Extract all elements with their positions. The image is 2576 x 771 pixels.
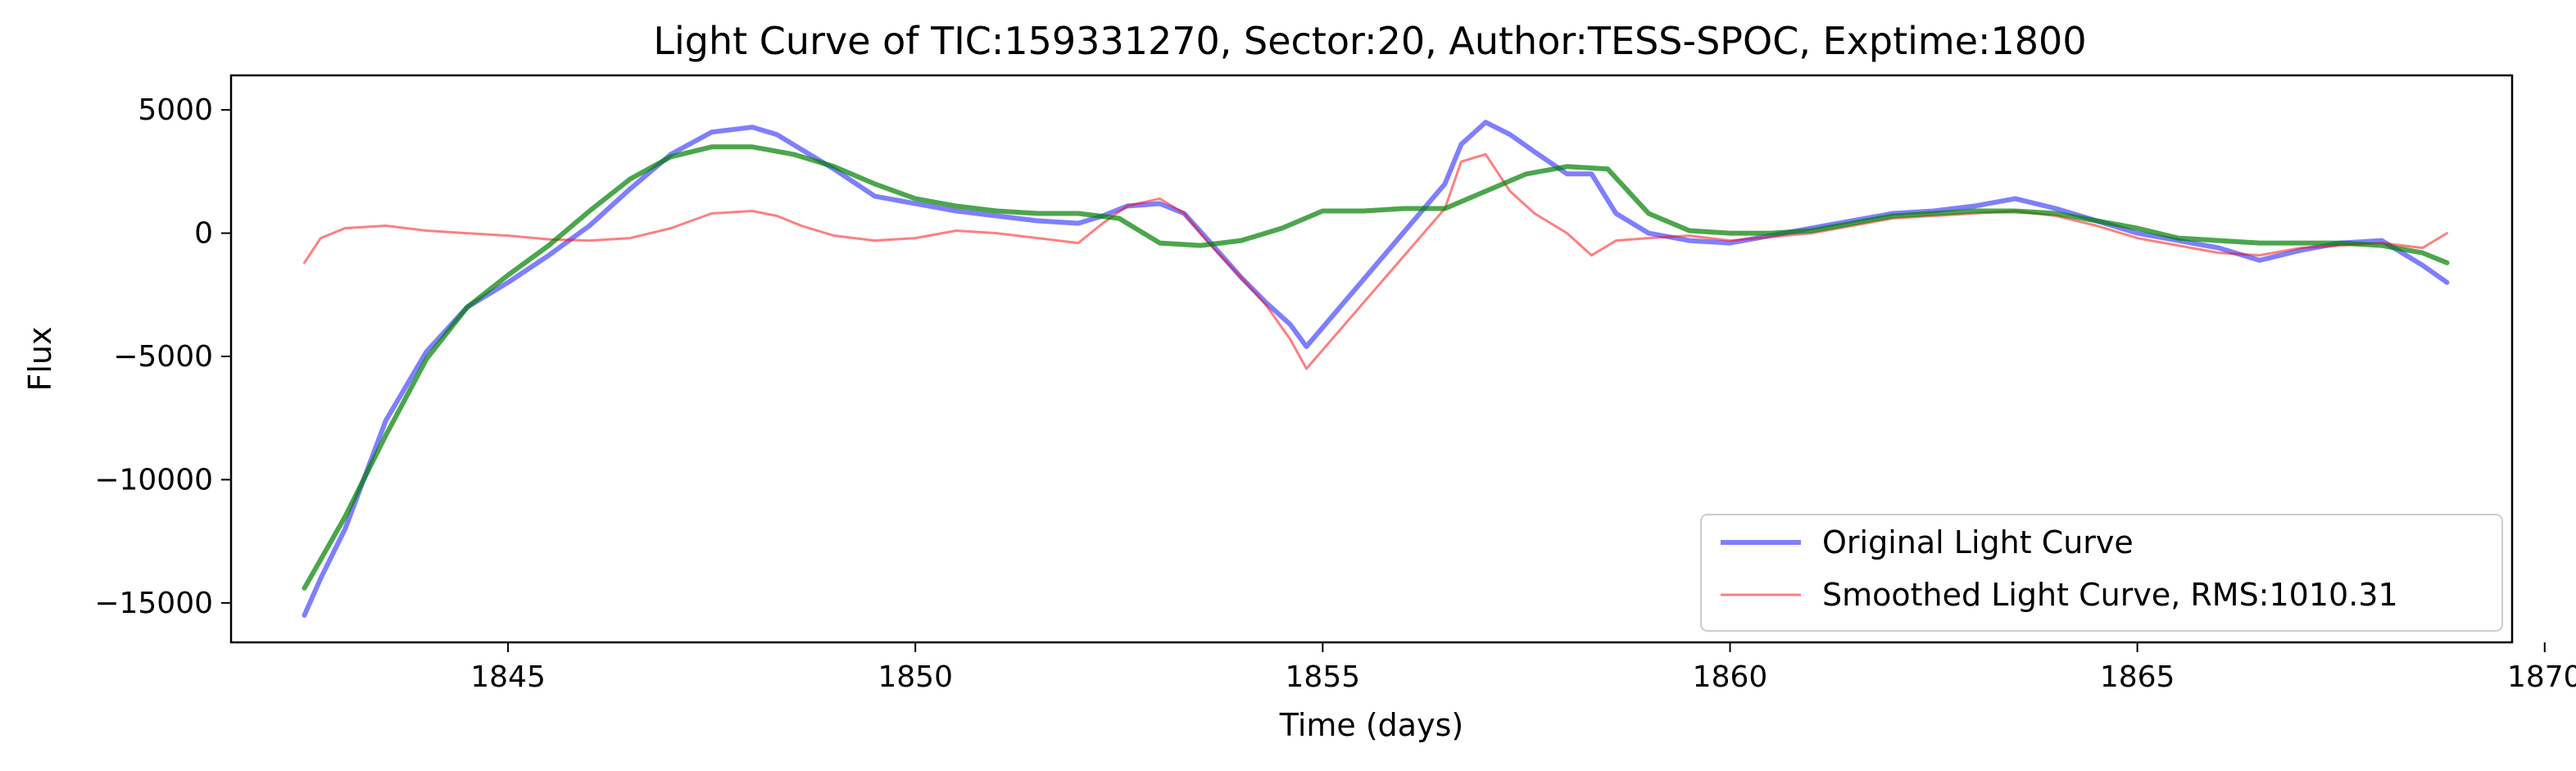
- plot-frame: [229, 74, 2514, 644]
- x-axis-label: Time (days): [1279, 707, 1463, 743]
- legend-box: [1700, 514, 2503, 632]
- y-tick-label: 5000: [138, 93, 213, 127]
- legend-label-original: Original Light Curve: [1822, 524, 2134, 560]
- x-tick-label: 1850: [878, 660, 953, 694]
- smoothed-light-curve-line: [303, 152, 2448, 370]
- series-layer: [302, 120, 2450, 618]
- x-tick-label: 1855: [1286, 660, 1361, 694]
- y-axis-ticks: −15000 −10000 −5000 0 5000: [94, 93, 231, 620]
- x-tick-label: 1845: [470, 660, 546, 694]
- y-tick-label: −5000: [113, 340, 213, 374]
- y-tick-label: −10000: [94, 463, 213, 497]
- x-tick-label: 1860: [1693, 660, 1768, 694]
- x-tick-label: 1870: [2507, 660, 2576, 694]
- chart-title: Light Curve of TIC:159331270, Sector:20,…: [653, 19, 2086, 63]
- legend: Original Light Curve Smoothed Light Curv…: [1700, 514, 2503, 632]
- x-axis-ticks: 1845 1850 1855 1860 1865 1870: [470, 642, 2576, 694]
- legend-label-smoothed: Smoothed Light Curve, RMS:1010.31: [1822, 577, 2398, 613]
- y-axis-label: Flux: [22, 327, 58, 392]
- y-tick-label: −15000: [94, 587, 213, 620]
- x-tick-label: 1865: [2100, 660, 2175, 694]
- y-tick-label: 0: [194, 217, 213, 251]
- trend-line: [302, 144, 2450, 591]
